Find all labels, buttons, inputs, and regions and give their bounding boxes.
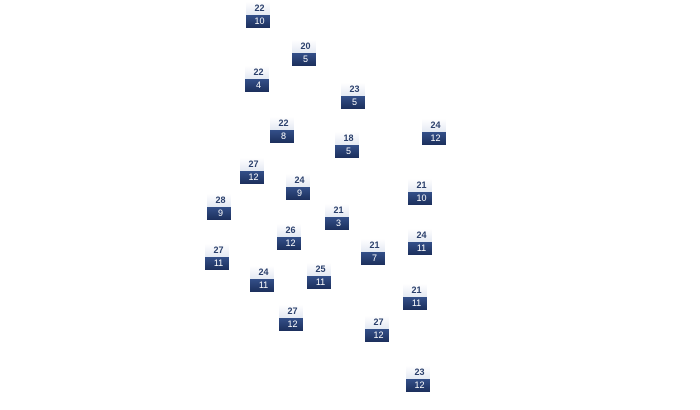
node-bottom-value: 5 bbox=[335, 145, 359, 158]
node-bottom-value: 9 bbox=[207, 207, 231, 220]
diagram-node[interactable]: 24 9 bbox=[286, 174, 310, 200]
node-top-value: 24 bbox=[408, 229, 432, 242]
node-top-value: 27 bbox=[205, 244, 229, 257]
diagram-node[interactable]: 24 12 bbox=[422, 119, 446, 145]
diagram-node[interactable]: 28 9 bbox=[207, 194, 231, 220]
node-bottom-value: 12 bbox=[277, 237, 301, 250]
diagram-node[interactable]: 26 12 bbox=[277, 224, 301, 250]
node-bottom-value: 10 bbox=[408, 192, 432, 205]
diagram-node[interactable]: 27 12 bbox=[365, 316, 389, 342]
node-bottom-value: 5 bbox=[292, 53, 316, 66]
node-bottom-value: 11 bbox=[307, 276, 331, 289]
node-bottom-value: 3 bbox=[325, 217, 349, 230]
node-top-value: 18 bbox=[335, 132, 359, 145]
node-top-value: 23 bbox=[406, 366, 430, 379]
diagram-node[interactable]: 21 11 bbox=[403, 284, 427, 310]
node-bottom-value: 11 bbox=[403, 297, 427, 310]
node-top-value: 24 bbox=[250, 266, 274, 279]
diagram-node[interactable]: 21 3 bbox=[325, 204, 349, 230]
node-top-value: 20 bbox=[292, 40, 316, 53]
node-top-value: 24 bbox=[286, 174, 310, 187]
node-bottom-value: 7 bbox=[361, 252, 385, 265]
diagram-node[interactable]: 27 12 bbox=[279, 305, 303, 331]
node-bottom-value: 11 bbox=[250, 279, 274, 292]
node-top-value: 21 bbox=[361, 239, 385, 252]
diagram-node[interactable]: 21 7 bbox=[361, 239, 385, 265]
node-top-value: 21 bbox=[408, 179, 432, 192]
node-bottom-value: 10 bbox=[246, 15, 270, 28]
diagram-node[interactable]: 18 5 bbox=[335, 132, 359, 158]
diagram-node[interactable]: 23 5 bbox=[341, 83, 365, 109]
node-bottom-value: 12 bbox=[406, 379, 430, 392]
diagram-node[interactable]: 22 8 bbox=[270, 117, 294, 143]
diagram-node[interactable]: 24 11 bbox=[408, 229, 432, 255]
node-bottom-value: 12 bbox=[240, 171, 264, 184]
node-top-value: 23 bbox=[341, 83, 365, 96]
node-top-value: 22 bbox=[270, 117, 294, 130]
node-top-value: 21 bbox=[403, 284, 427, 297]
diagram-node[interactable]: 21 10 bbox=[408, 179, 432, 205]
node-top-value: 26 bbox=[277, 224, 301, 237]
node-bottom-value: 12 bbox=[365, 329, 389, 342]
diagram-node[interactable]: 27 12 bbox=[240, 158, 264, 184]
node-top-value: 27 bbox=[240, 158, 264, 171]
diagram-node[interactable]: 22 10 bbox=[246, 2, 270, 28]
node-bottom-value: 5 bbox=[341, 96, 365, 109]
node-top-value: 25 bbox=[307, 263, 331, 276]
diagram-node[interactable]: 23 12 bbox=[406, 366, 430, 392]
diagram-node[interactable]: 25 11 bbox=[307, 263, 331, 289]
node-bottom-value: 4 bbox=[245, 79, 269, 92]
node-bottom-value: 12 bbox=[279, 318, 303, 331]
diagram-node[interactable]: 22 4 bbox=[245, 66, 269, 92]
node-top-value: 22 bbox=[245, 66, 269, 79]
node-bottom-value: 12 bbox=[422, 132, 446, 145]
diagram-node[interactable]: 27 11 bbox=[205, 244, 229, 270]
diagram-node[interactable]: 20 5 bbox=[292, 40, 316, 66]
node-top-value: 28 bbox=[207, 194, 231, 207]
node-top-value: 27 bbox=[365, 316, 389, 329]
node-bottom-value: 9 bbox=[286, 187, 310, 200]
node-top-value: 24 bbox=[422, 119, 446, 132]
node-bottom-value: 8 bbox=[270, 130, 294, 143]
node-bottom-value: 11 bbox=[205, 257, 229, 270]
node-bottom-value: 11 bbox=[408, 242, 432, 255]
diagram-node[interactable]: 24 11 bbox=[250, 266, 274, 292]
node-top-value: 21 bbox=[325, 204, 349, 217]
node-top-value: 22 bbox=[246, 2, 270, 15]
node-top-value: 27 bbox=[279, 305, 303, 318]
